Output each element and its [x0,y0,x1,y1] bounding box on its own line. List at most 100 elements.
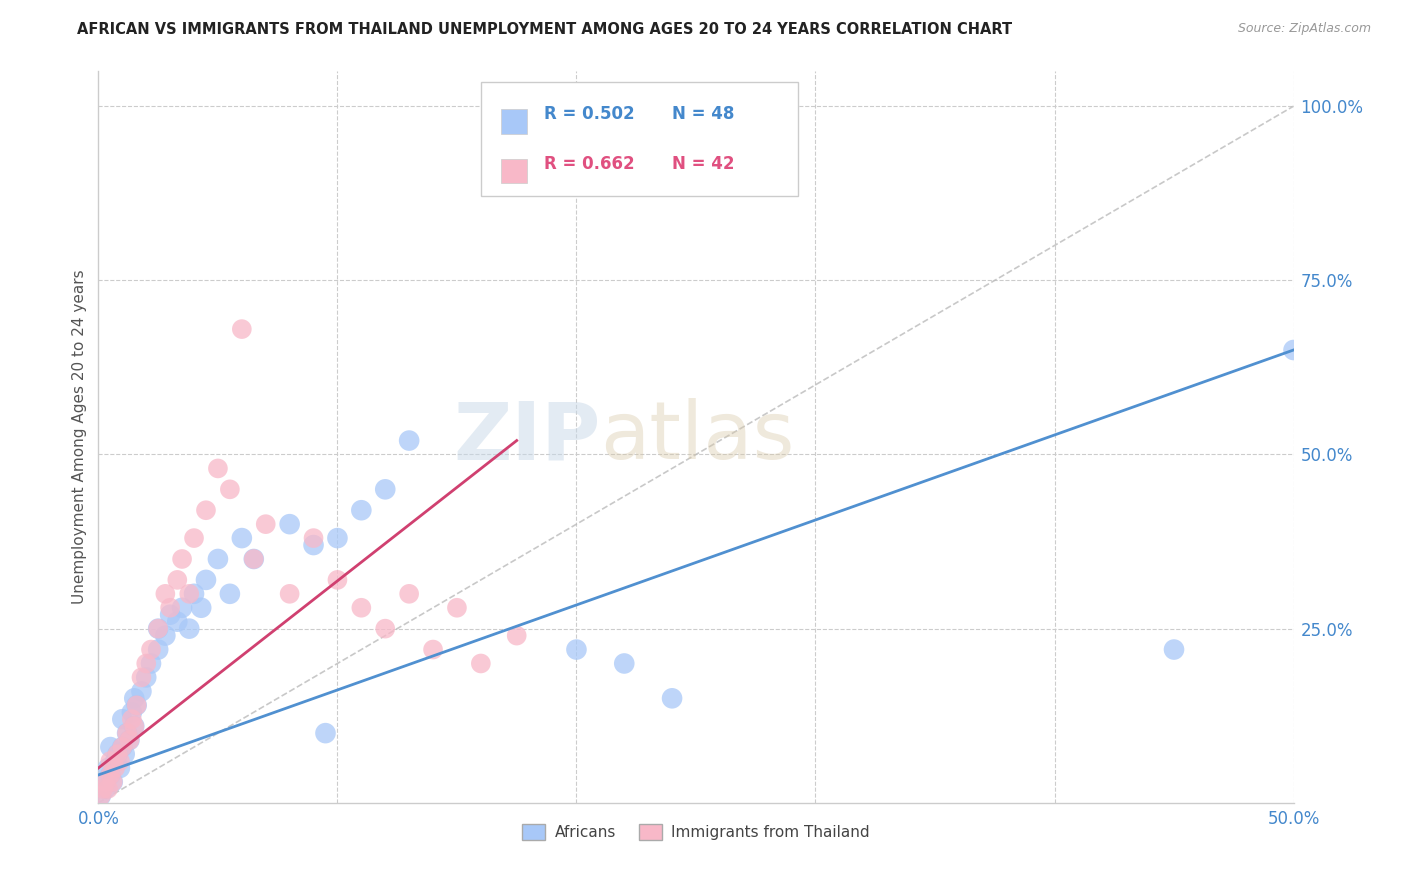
Point [231,531,253,545]
Point [243,552,266,566]
Y-axis label: Unemployment Among Ages 20 to 24 years: Unemployment Among Ages 20 to 24 years [72,269,87,605]
Text: R = 0.662: R = 0.662 [544,155,636,173]
Point [108,761,131,775]
Point [108,754,131,768]
Point [148,622,170,636]
Text: ZIP: ZIP [453,398,600,476]
Point [91,781,114,796]
Point [1282,343,1305,357]
Point [195,573,218,587]
Point [98,740,122,755]
Point [422,642,444,657]
Point [172,600,194,615]
FancyBboxPatch shape [501,110,527,134]
Point [183,531,205,545]
Text: R = 0.502: R = 0.502 [544,104,636,123]
Point [207,461,229,475]
Point [219,587,242,601]
Point [124,719,146,733]
Point [302,531,325,545]
Point [135,670,157,684]
Point [155,587,177,601]
Point [97,761,120,775]
Point [231,322,253,336]
Point [254,517,277,532]
Point [207,552,229,566]
Point [118,733,141,747]
FancyBboxPatch shape [481,82,797,195]
Point [326,531,349,545]
Point [124,691,146,706]
Point [131,670,153,684]
Point [374,483,396,497]
Point [124,719,146,733]
Point [121,712,143,726]
Text: N = 48: N = 48 [672,104,734,123]
Point [115,726,138,740]
Point [661,691,683,706]
Point [166,573,188,587]
Point [159,600,181,615]
Point [97,781,120,796]
Point [219,483,242,497]
Point [90,789,112,803]
Point [121,705,143,719]
Point [179,587,201,601]
Point [98,754,122,768]
Point [613,657,636,671]
Point [94,781,117,796]
Point [94,775,117,789]
Point [398,587,420,601]
Point [159,607,181,622]
Point [179,622,201,636]
Point [315,726,337,740]
Point [243,552,266,566]
Point [139,657,162,671]
Point [104,754,127,768]
FancyBboxPatch shape [501,159,527,183]
Point [111,712,134,726]
Point [326,573,349,587]
Point [374,622,396,636]
Point [90,789,112,803]
Point [107,747,129,761]
Point [104,761,127,775]
Point [190,600,212,615]
Point [111,740,134,755]
Point [125,698,148,713]
Point [195,503,218,517]
Point [131,684,153,698]
Point [350,503,373,517]
Point [101,775,124,789]
Text: atlas: atlas [600,398,794,476]
Text: N = 42: N = 42 [672,155,734,173]
Point [139,642,162,657]
Point [148,642,170,657]
Point [565,642,588,657]
Point [118,733,141,747]
Point [107,747,129,761]
Point [125,698,148,713]
Text: AFRICAN VS IMMIGRANTS FROM THAILAND UNEMPLOYMENT AMONG AGES 20 TO 24 YEARS CORRE: AFRICAN VS IMMIGRANTS FROM THAILAND UNEM… [77,22,1012,37]
Point [91,775,114,789]
Point [350,600,373,615]
Point [183,587,205,601]
Point [302,538,325,552]
Point [101,775,124,789]
Point [172,552,194,566]
Point [115,726,138,740]
Point [278,517,301,532]
Point [111,740,134,755]
Point [155,629,177,643]
Point [506,629,529,643]
Legend: Africans, Immigrants from Thailand: Africans, Immigrants from Thailand [516,818,876,847]
Point [398,434,420,448]
Point [114,747,136,761]
Point [470,657,492,671]
Point [166,615,188,629]
Text: Source: ZipAtlas.com: Source: ZipAtlas.com [1237,22,1371,36]
Point [98,768,122,782]
Point [135,657,157,671]
Point [98,768,122,782]
Point [446,600,468,615]
